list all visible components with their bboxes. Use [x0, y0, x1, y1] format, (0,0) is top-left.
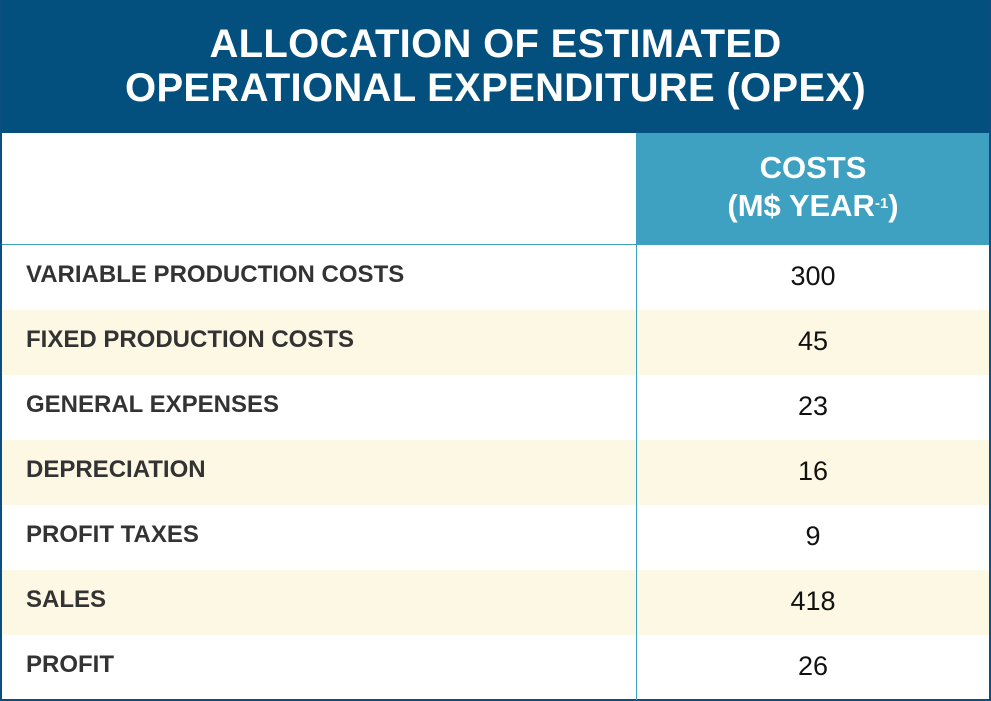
- costs-label: COSTS: [759, 150, 867, 185]
- table-row: FIXED PRODUCTION COSTS 45: [2, 310, 989, 375]
- row-label: PROFIT TAXES: [2, 505, 637, 570]
- unit-suffix: ): [888, 188, 899, 223]
- title-line-1: ALLOCATION OF ESTIMATED: [209, 22, 782, 66]
- table-row: SALES 418: [2, 570, 989, 635]
- row-label: VARIABLE PRODUCTION COSTS: [2, 245, 637, 310]
- row-label: DEPRECIATION: [2, 440, 637, 505]
- costs-column-header: COSTS (M$ YEAR-1): [637, 133, 989, 245]
- table-row: GENERAL EXPENSES 23: [2, 375, 989, 440]
- unit-label: (M$ YEAR-1): [637, 187, 989, 225]
- row-label: PROFIT: [2, 635, 637, 700]
- table-title: ALLOCATION OF ESTIMATED OPERATIONAL EXPE…: [2, 0, 989, 133]
- header-row: COSTS (M$ YEAR-1): [2, 133, 989, 245]
- row-value: 23: [797, 391, 829, 421]
- table-row: DEPRECIATION 16: [2, 440, 989, 505]
- row-value: 300: [790, 261, 836, 291]
- row-value: 9: [805, 521, 821, 551]
- row-value: 45: [797, 326, 829, 356]
- table-row: PROFIT TAXES 9: [2, 505, 989, 570]
- row-value: 26: [797, 651, 829, 681]
- unit-exponent: -1: [874, 195, 889, 212]
- title-line-2: OPERATIONAL EXPENDITURE (OPEX): [125, 66, 866, 110]
- header-empty-cell: [2, 133, 637, 245]
- row-label: FIXED PRODUCTION COSTS: [2, 310, 637, 375]
- row-label: SALES: [2, 570, 637, 635]
- unit-prefix: (M$ YEAR: [727, 188, 875, 223]
- row-value: 16: [797, 456, 829, 486]
- row-value: 418: [790, 586, 836, 616]
- table-row: PROFIT 26: [2, 635, 989, 700]
- row-label: GENERAL EXPENSES: [2, 375, 637, 440]
- table-row: VARIABLE PRODUCTION COSTS 300: [2, 245, 989, 310]
